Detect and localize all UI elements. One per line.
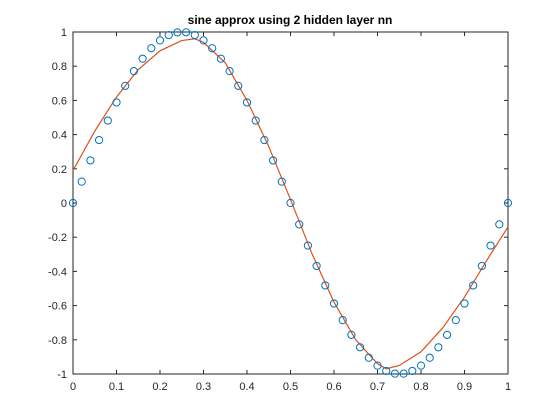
- data-point: [312, 261, 321, 271]
- data-point: [295, 220, 304, 229]
- data-point: [95, 135, 104, 145]
- y-tick-label: 0.4: [52, 130, 67, 142]
- data-point: [112, 98, 121, 107]
- data-point: [260, 135, 269, 145]
- approximation-line: [72, 38, 509, 370]
- data-point: [503, 198, 513, 208]
- data-point: [216, 54, 225, 63]
- data-point: [425, 353, 434, 362]
- data-point: [251, 116, 260, 125]
- data-point: [129, 67, 138, 76]
- data-point: [382, 366, 391, 376]
- data-point: [225, 67, 234, 76]
- data-point: [329, 299, 339, 308]
- data-point: [190, 30, 199, 40]
- data-point: [356, 343, 365, 352]
- data-point: [469, 281, 478, 290]
- y-tick-label: 0.2: [52, 164, 67, 176]
- x-tick-label: 0.9: [457, 381, 472, 393]
- data-point: [242, 98, 252, 107]
- x-tick-label: 0.6: [326, 381, 341, 393]
- data-point: [147, 44, 156, 53]
- data-point: [103, 116, 112, 125]
- data-point: [121, 81, 130, 90]
- data-point: [338, 316, 347, 325]
- data-point: [390, 369, 399, 378]
- x-tick-label: 0.2: [152, 381, 167, 393]
- x-tick-label: 0: [70, 381, 76, 393]
- data-point: [477, 261, 486, 271]
- x-tick-label: 0.7: [370, 381, 385, 393]
- data-point: [347, 330, 356, 339]
- data-point: [182, 28, 191, 37]
- plot-area: 0 0.1 0.2 0.3 0.4 0.5 0.6 0.7 0.8 0.9 1 -1 -0.8 -0.6 -…: [48, 27, 513, 393]
- data-point: [451, 316, 460, 325]
- data-point: [434, 343, 443, 352]
- y-tick-label: 0.8: [52, 61, 67, 73]
- data-point: [138, 54, 147, 63]
- y-tick-label: 0: [61, 198, 67, 210]
- data-point: [164, 30, 173, 40]
- data-point: [277, 177, 286, 186]
- data-point: [443, 330, 452, 339]
- y-tick-label: -0.8: [48, 335, 67, 347]
- y-tick-label: -0.4: [48, 266, 67, 278]
- data-point: [77, 177, 86, 186]
- data-point: [286, 198, 295, 208]
- x-tick-label: 0.5: [283, 381, 298, 393]
- x-tick-label: 0.8: [413, 381, 428, 393]
- y-tick-label: -1: [57, 369, 67, 381]
- x-tick-label: 0.4: [239, 381, 254, 393]
- x-tick-label: 0.3: [196, 381, 211, 393]
- data-point: [321, 281, 330, 290]
- x-tick-label: 1: [505, 381, 511, 393]
- data-point: [408, 366, 417, 376]
- y-tick-label: -0.6: [48, 301, 67, 313]
- data-point: [208, 44, 217, 53]
- data-point: [373, 361, 382, 370]
- data-point: [486, 241, 495, 250]
- data-point: [495, 220, 504, 229]
- axes-box: [72, 31, 509, 375]
- data-point: [68, 198, 78, 208]
- data-point: [460, 299, 469, 308]
- data-point: [364, 353, 373, 362]
- data-point: [303, 241, 312, 250]
- y-tick-label: 1: [61, 27, 67, 39]
- chart-title: sine approx using 2 hidden layer nn: [188, 13, 393, 27]
- x-tick-label: 0.1: [109, 381, 124, 393]
- data-point: [173, 28, 182, 37]
- data-point: [269, 156, 278, 165]
- data-point: [199, 36, 208, 45]
- data-point: [155, 36, 165, 45]
- y-tick-label: 0.6: [52, 95, 67, 107]
- data-point: [416, 361, 426, 370]
- data-point: [86, 156, 95, 165]
- y-tick-label: -0.2: [48, 232, 67, 244]
- data-point: [234, 81, 243, 90]
- data-point: [399, 369, 408, 378]
